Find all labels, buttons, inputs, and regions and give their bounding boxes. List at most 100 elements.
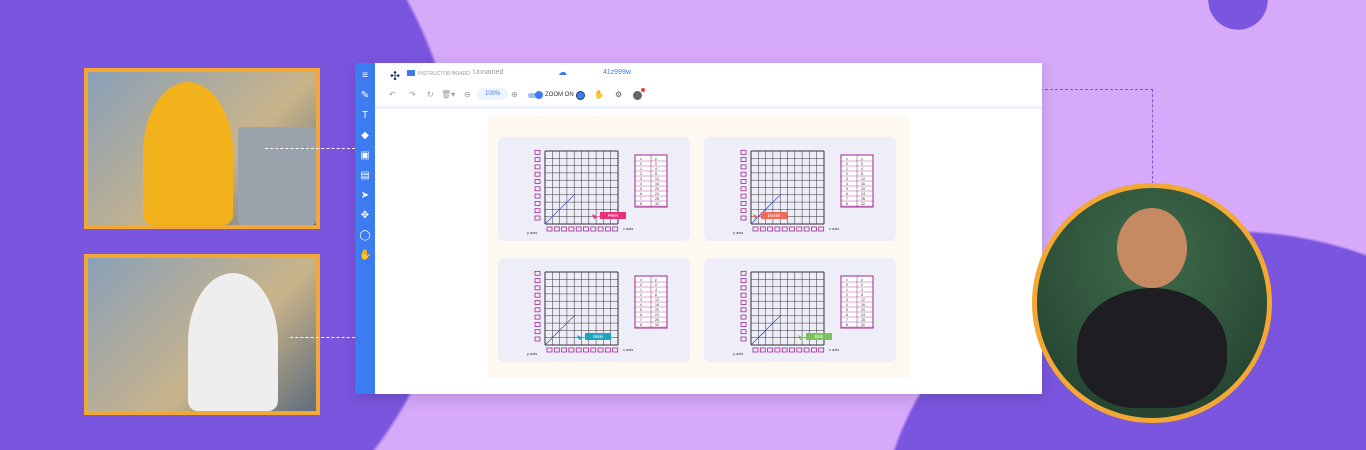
pointer-icon[interactable]: ➤ [360,190,370,201]
y-tick-box [534,208,541,214]
x-tick-box [590,347,597,353]
x-tick-box [597,347,604,353]
student-graph-card[interactable]: x axis y axis x y 0 0 1 4 2 8 3 12 4 16 5 20 6 24 7 28 8 32 Bo… [704,258,896,362]
text-icon[interactable]: T [361,110,369,121]
table-cell: 0 [846,162,848,166]
x-tick-box [568,347,575,353]
session-code[interactable]: 41z999w [603,69,632,76]
x-tick-box [752,347,759,353]
teacher-photo [1032,183,1272,423]
cursor-icon [753,214,759,219]
zoom-out-icon[interactable]: ⊖ [464,90,471,99]
y-tick-box [534,186,541,192]
cloud-icon[interactable]: ☁ [558,67,567,77]
y-tick-box [740,215,747,221]
menu-icon[interactable]: ≡ [362,70,368,81]
table-cell: 4 [861,167,863,171]
table-cell: 20 [655,187,659,191]
table-cell: 24 [655,192,659,196]
table-cell: 16 [655,182,659,186]
lasso-icon[interactable]: ◯ [359,230,371,241]
student-graph-card[interactable]: x axis y axis x y 0 0 1 4 2 8 3 12 4 16 5 20 6 24 7 28 8 32 Pe… [498,137,690,241]
table-cell: 8 [655,172,657,176]
table-cell: 32 [655,202,659,206]
board-name[interactable]: Unnamed [473,69,504,76]
y-tick-box [534,300,541,305]
student-graph-card[interactable]: x axis y axis x y 0 0 1 4 2 8 3 12 4 16 5 20 6 24 7 28 8 32 Ni… [498,258,690,362]
x-tick-box [612,226,619,232]
y-tick-box [534,322,541,327]
delete-icon[interactable]: 🗑▾ [441,90,456,99]
hand-raise-icon[interactable]: ✋ [594,90,604,99]
table-cell: 1 [846,167,848,171]
x-axis-label: x axis [829,226,839,231]
table-cell: 24 [861,313,865,317]
x-tick-box [796,347,803,353]
refresh-icon[interactable]: ↻ [427,90,434,99]
table-cell: 4 [655,167,657,171]
table-cell: x [846,278,848,282]
table-cell: 28 [861,197,865,201]
zoom-in-icon[interactable]: ⊕ [511,90,518,99]
color-picker-icon[interactable] [576,91,585,100]
help-icon[interactable] [633,88,645,100]
table-cell: 28 [861,318,865,322]
redo-icon[interactable]: ↷ [409,90,416,99]
student-photo-2 [84,254,320,415]
table-cell: 12 [861,298,865,302]
y-tick-box [740,149,747,155]
board-canvas[interactable]: x axis y axis x y 0 0 1 4 2 8 3 12 4 16 5 20 6 24 7 28 8 32 Pe… [488,116,910,378]
x-axis-label: x axis [623,226,633,231]
table-cell: 0 [655,283,657,287]
x-axis-label: x axis [829,347,839,352]
student-graph-card[interactable]: x axis y axis x y 0 0 1 4 2 8 3 12 4 16 5 20 6 24 7 28 8 32 Du… [704,137,896,241]
table-cell: 7 [640,197,642,201]
table-cell: 4 [640,182,642,186]
table-cell: 28 [655,197,659,201]
move-icon[interactable]: ✥ [360,210,370,221]
table-cell: 12 [861,177,865,181]
undo-icon[interactable]: ↶ [389,90,396,99]
eraser-icon[interactable]: ◆ [361,130,369,141]
table-cell: x [640,278,642,282]
x-tick-box [781,226,788,232]
pencil-icon[interactable]: ✎ [360,90,370,101]
tool-sidebar: ≡ ✎ T ◆ ▣ ▤ ➤ ✥ ◯ ✋ [355,63,375,394]
x-tick-box [575,347,582,353]
media-icon[interactable]: ▣ [360,150,370,161]
toolbox-icon[interactable]: ▤ [360,170,370,181]
table-cell: 4 [846,182,848,186]
y-tick-box [740,179,747,184]
table-cell: 5 [640,308,642,312]
table-cell: 4 [861,288,863,292]
table-cell: 1 [640,288,642,292]
connector-2 [290,337,355,338]
zoom-toggle-label: ZOOM ON [545,92,574,98]
x-tick-box [546,347,553,353]
y-tick-box [740,329,747,335]
table-cell: 3 [846,298,848,302]
table-cell: 0 [640,162,642,166]
settings-icon[interactable]: ⚙ [615,90,623,99]
table-cell: 0 [846,283,848,287]
table-cell: 0 [640,283,642,287]
zoom-level[interactable]: 100% [477,88,509,100]
x-tick-box [767,347,773,353]
x-tick-box [818,226,825,232]
x-tick-box [774,347,781,353]
student-name: Nikki [593,334,603,339]
y-tick-box [740,270,747,276]
table-cell: x [640,157,642,161]
y-tick-box [534,307,541,313]
table-cell: y [655,278,657,282]
table-cell: 8 [846,202,848,206]
y-tick-box [534,164,541,170]
hand-icon[interactable]: ✋ [359,250,372,261]
table-cell: 2 [640,293,642,297]
table-cell: 1 [640,167,642,171]
plotted-line [750,193,782,225]
zoom-toggle[interactable] [528,91,543,99]
x-tick-box [561,347,567,353]
table-cell: 6 [640,313,642,317]
table-cell: x [846,157,848,161]
